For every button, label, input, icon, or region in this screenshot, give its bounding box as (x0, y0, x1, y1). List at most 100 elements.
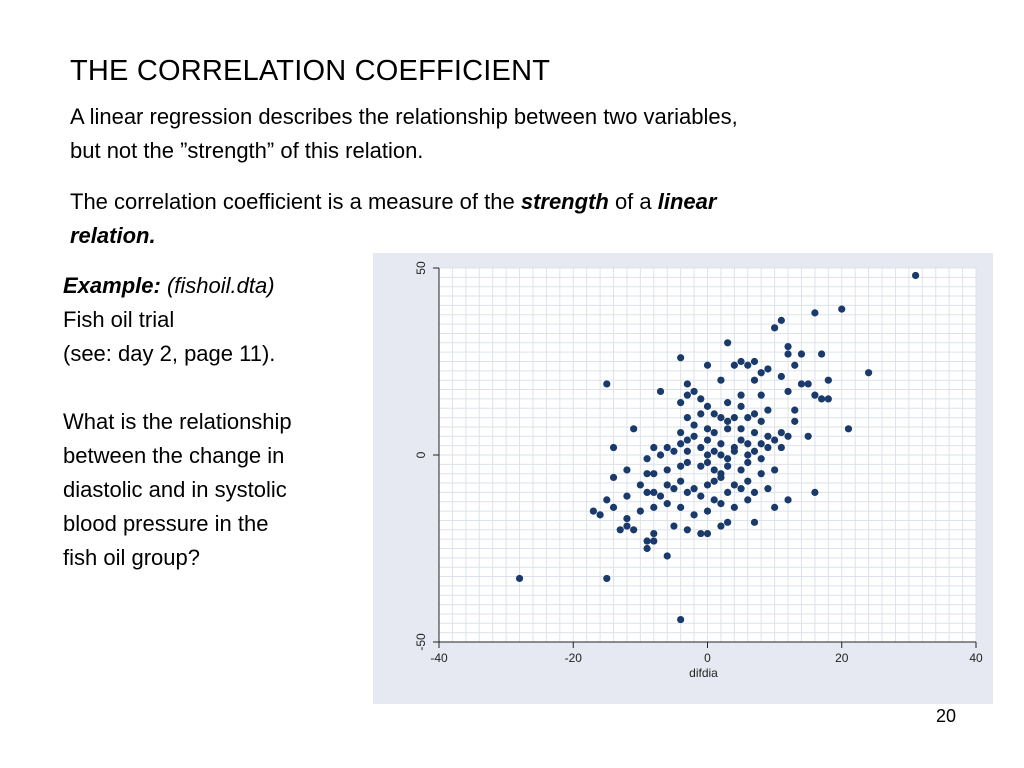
y-tick-label: 0 (414, 451, 428, 458)
data-point (703, 436, 712, 444)
data-point (650, 503, 658, 511)
data-point (811, 391, 819, 399)
data-point (784, 350, 792, 358)
data-point (750, 357, 759, 366)
data-point (710, 447, 718, 455)
x-tick-label: -40 (430, 651, 448, 665)
data-point (690, 511, 698, 519)
data-point (724, 455, 732, 463)
x-axis-label: difdia (689, 666, 718, 680)
data-point (777, 443, 785, 452)
data-point (515, 574, 524, 583)
definition-text-b: of a (608, 189, 658, 214)
data-point (724, 339, 732, 347)
data-point (824, 376, 832, 384)
data-point (791, 417, 799, 425)
data-point (643, 537, 651, 545)
question-line-1: What is the relationship (63, 409, 292, 434)
data-point (677, 399, 685, 407)
data-point (697, 395, 705, 403)
data-point (710, 477, 718, 485)
data-point (650, 529, 658, 538)
data-point (677, 354, 685, 362)
data-point (717, 473, 725, 482)
data-point (804, 380, 812, 388)
data-point (811, 309, 819, 317)
data-point (771, 503, 779, 511)
question-line-5: fish oil group? (63, 545, 200, 570)
data-point (663, 500, 671, 508)
data-point (677, 477, 685, 485)
data-point (737, 391, 745, 399)
data-point (744, 414, 752, 422)
data-point (818, 395, 826, 403)
question-line-4: blood pressure in the (63, 511, 269, 536)
data-point (616, 526, 624, 534)
data-point (603, 574, 611, 583)
definition-paragraph: The correlation coefficient is a measure… (70, 185, 950, 253)
data-point (771, 324, 779, 332)
slide-title: THE CORRELATION COEFFICIENT (70, 55, 551, 87)
data-point (703, 402, 712, 410)
data-point (797, 380, 806, 388)
example-heading: Example: (fishoil.dta) (63, 269, 373, 303)
example-line-3: (see: day 2, page 11). (63, 341, 276, 366)
data-point (750, 447, 759, 455)
data-point (791, 406, 799, 414)
data-point (697, 462, 705, 470)
data-point (757, 391, 765, 399)
data-point (750, 376, 759, 384)
data-point (656, 387, 665, 396)
data-point (750, 428, 759, 437)
data-point (670, 447, 678, 455)
data-point (771, 466, 779, 474)
data-point (730, 414, 738, 422)
definition-linear: linear (657, 189, 717, 214)
data-point (811, 488, 819, 496)
data-point (737, 485, 745, 493)
definition-text-a: The correlation coefficient is a measure… (70, 189, 521, 214)
data-point (791, 361, 799, 369)
data-point (737, 466, 745, 474)
data-point (703, 458, 712, 467)
data-point (683, 488, 691, 496)
data-point (911, 271, 920, 280)
data-point (764, 443, 772, 452)
data-point (636, 507, 644, 515)
data-point (663, 552, 671, 560)
data-point (717, 440, 725, 448)
data-point (710, 466, 718, 474)
data-point (764, 365, 772, 373)
data-point (744, 361, 752, 369)
data-point (630, 526, 638, 534)
data-point (717, 414, 725, 422)
data-point (730, 503, 738, 511)
data-point (764, 406, 772, 414)
x-tick-label: 20 (835, 651, 849, 665)
data-point (589, 507, 597, 515)
data-point (690, 421, 698, 429)
data-point (777, 372, 785, 381)
data-point (744, 451, 752, 459)
data-point (683, 414, 691, 422)
data-point (717, 451, 725, 459)
data-point (703, 529, 712, 538)
data-point (643, 488, 651, 496)
data-point (771, 436, 779, 444)
data-point (643, 455, 651, 463)
data-point (623, 522, 631, 530)
data-point (764, 485, 772, 493)
data-point (737, 357, 745, 366)
data-point (838, 305, 846, 313)
data-point (784, 342, 792, 351)
data-point (744, 440, 752, 448)
data-point (730, 361, 738, 369)
data-point (744, 496, 752, 504)
scatter-plot: -40 -20 0 20 40 -50 0 50 difdia (414, 261, 983, 680)
data-point (717, 376, 725, 384)
data-point (650, 488, 658, 496)
data-point (724, 425, 732, 433)
intro-line-2: but not the ”strength” of this relation. (70, 138, 424, 163)
data-point (750, 410, 759, 418)
data-point (784, 432, 792, 440)
